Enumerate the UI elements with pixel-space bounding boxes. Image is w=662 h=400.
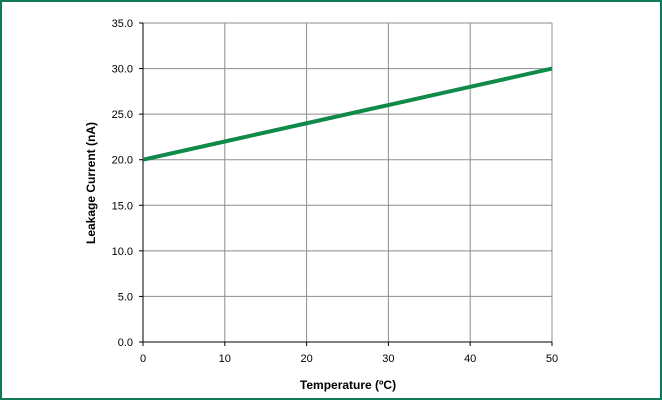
y-tick-label: 5.0 xyxy=(118,291,133,303)
x-tick-label: 20 xyxy=(300,353,312,365)
x-tick-label: 0 xyxy=(140,353,146,365)
tick-labels: 0 10 20 30 40 50 0.0 5.0 10.0 15.0 20.0 25.0 30.0 35.… xyxy=(112,18,559,365)
x-tick-label: 30 xyxy=(382,353,394,365)
y-tick-label: 35.0 xyxy=(112,18,133,30)
y-tick-label: 15.0 xyxy=(112,200,133,212)
y-tick-label: 0.0 xyxy=(118,337,133,349)
x-tick-label: 40 xyxy=(464,353,476,365)
y-tick-label: 10.0 xyxy=(112,246,133,258)
y-tick-label: 30.0 xyxy=(112,64,133,76)
series-layer xyxy=(142,66,553,162)
y-tick-label: 25.0 xyxy=(112,109,133,121)
series-line xyxy=(142,66,553,162)
x-tick-label: 50 xyxy=(546,353,558,365)
grid-lines xyxy=(139,22,553,346)
x-tick-label: 10 xyxy=(219,353,231,365)
y-axis-title: Leakage Current (nA) xyxy=(84,122,98,244)
x-axis-title: Temperature (ºC) xyxy=(300,378,396,392)
y-tick-label: 20.0 xyxy=(112,155,133,167)
